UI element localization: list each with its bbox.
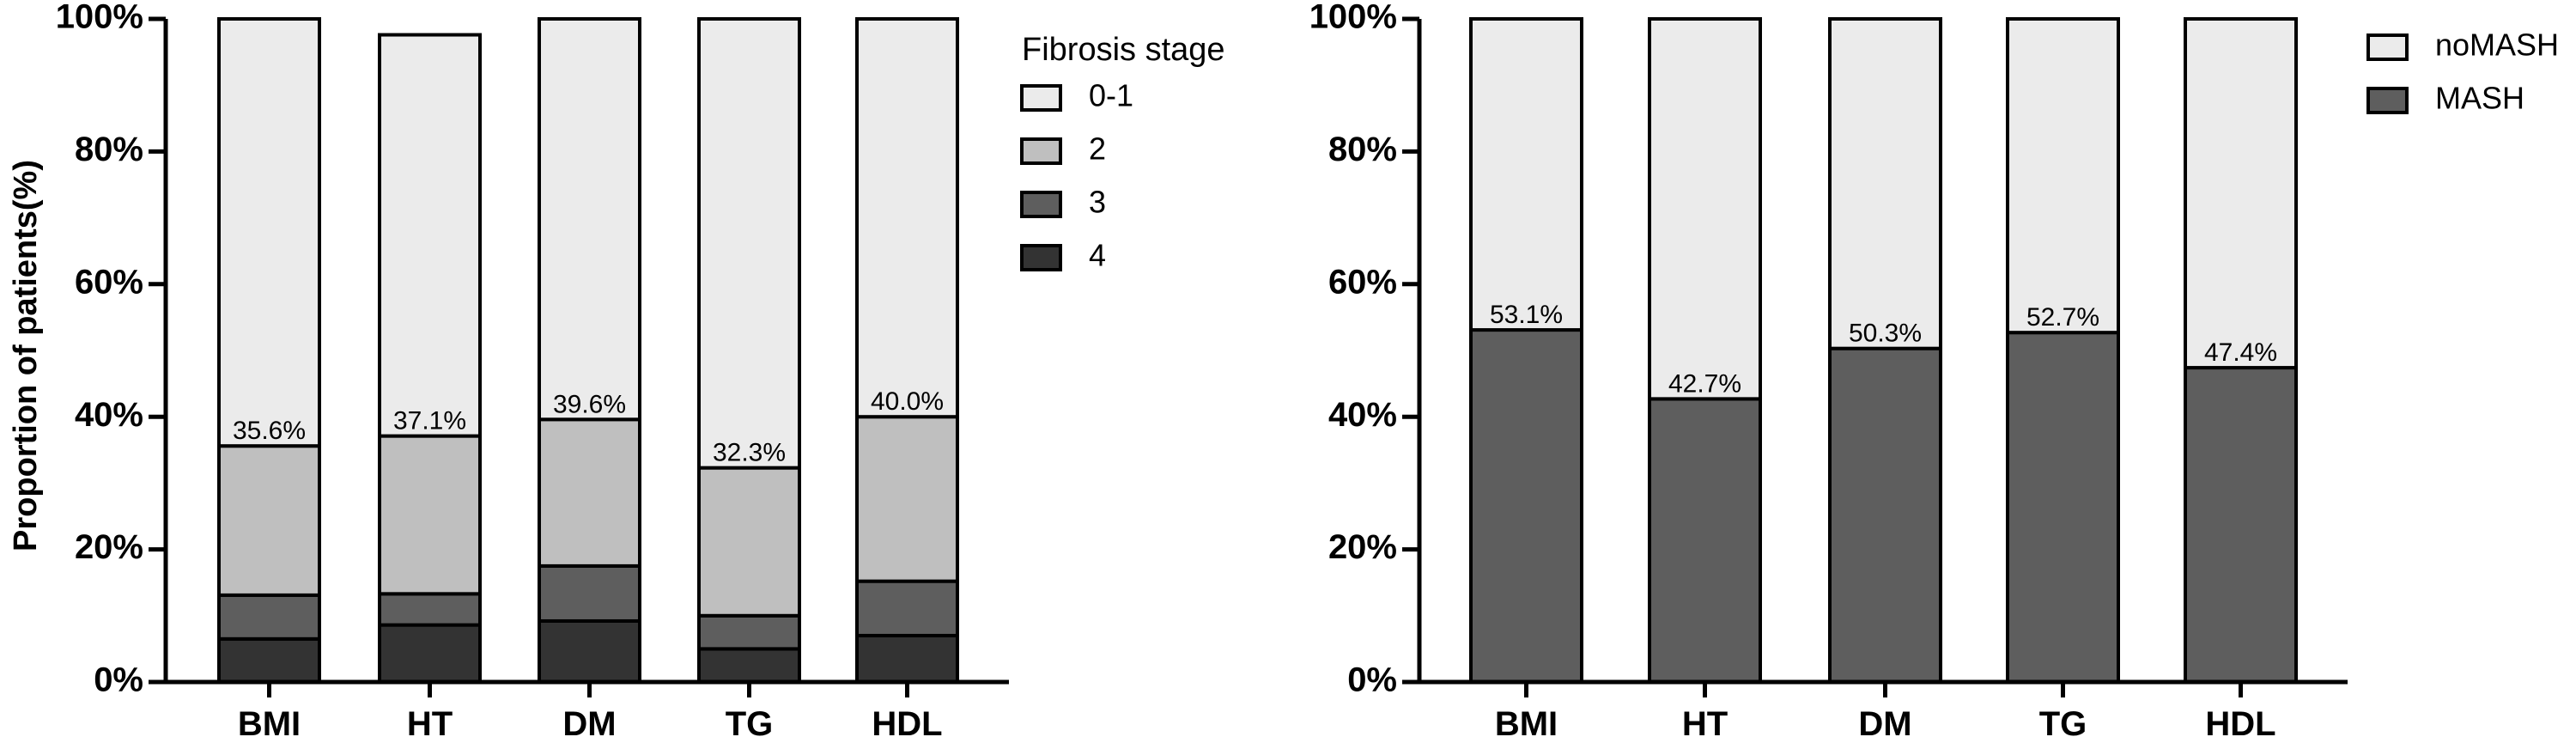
x-tick-label-tg: TG <box>726 705 774 743</box>
legend-swatch-mash <box>2366 87 2409 114</box>
x-tick-label-ht: HT <box>407 705 453 743</box>
data-label-ht: 37.1% <box>393 407 466 435</box>
bar-segment-ht-0-1 <box>378 33 482 438</box>
data-label-tg: 32.3% <box>713 439 786 467</box>
bar-segment-tg-mash <box>2006 331 2120 684</box>
bar-segment-hdl-4 <box>855 633 959 685</box>
y-tick-label: 20% <box>1328 528 1397 566</box>
bar-segment-dm-mash <box>1828 346 1942 684</box>
bar-segment-tg-3 <box>697 613 801 651</box>
bar-segment-dm-4 <box>538 618 641 684</box>
x-tick-label-hdl: HDL <box>872 705 942 743</box>
bar-segment-hdl-0-1 <box>855 17 959 419</box>
legend-title: Fibrosis stage <box>1022 32 1225 68</box>
y-tick-label: 60% <box>1328 263 1397 301</box>
y-tick-label: 20% <box>75 528 143 566</box>
data-label-bmi: 35.6% <box>233 417 306 445</box>
legend-label-nomash: noMASH <box>2435 27 2559 63</box>
x-tick-label-ht: HT <box>1682 705 1728 743</box>
y-tick-label: 100% <box>1309 0 1397 36</box>
y-tick-label: 40% <box>75 396 143 434</box>
bar-segment-bmi-nomash <box>1469 17 1583 332</box>
bar-segment-dm-2 <box>538 417 641 568</box>
legend-label-3: 3 <box>1089 185 1106 220</box>
y-tick-label: 0% <box>94 661 143 699</box>
bar-segment-bmi-2 <box>217 444 321 597</box>
data-label-hdl: 40.0% <box>871 387 944 416</box>
legend-label-4: 4 <box>1089 238 1106 273</box>
bar-segment-ht-nomash <box>1648 17 1762 401</box>
bar-segment-bmi-4 <box>217 636 321 685</box>
bar-segment-dm-nomash <box>1828 17 1942 350</box>
legend-swatch-nomash <box>2366 33 2409 61</box>
legend-swatch-3 <box>1020 191 1062 218</box>
bar-segment-tg-4 <box>697 647 801 685</box>
bar-segment-bmi-3 <box>217 593 321 641</box>
y-tick-label: 0% <box>1347 661 1397 699</box>
legend: noMASH MASH <box>2366 27 2559 116</box>
legend: Fibrosis stage 0-1 2 3 4 <box>1020 32 1225 273</box>
bar-segment-hdl-nomash <box>2184 17 2298 370</box>
legend-swatch-4 <box>1020 244 1062 271</box>
data-label-bmi: 53.1% <box>1490 301 1563 329</box>
bar-segment-tg-0-1 <box>697 17 801 470</box>
x-tick-label-dm: DM <box>562 705 616 743</box>
x-tick-label-hdl: HDL <box>2205 705 2275 743</box>
data-label-ht: 42.7% <box>1668 369 1741 398</box>
legend-label-mash: MASH <box>2435 81 2524 116</box>
x-tick-label-dm: DM <box>1858 705 1911 743</box>
bar-segment-ht-2 <box>378 434 482 596</box>
bar-segment-ht-3 <box>378 592 482 627</box>
y-tick-label: 80% <box>1328 131 1397 168</box>
bar-segment-ht-4 <box>378 623 482 684</box>
legend-label-0-1: 0-1 <box>1089 78 1133 113</box>
bar-segment-dm-0-1 <box>538 17 641 422</box>
bar-segment-bmi-mash <box>1469 328 1583 684</box>
data-label-tg: 52.7% <box>2026 303 2099 332</box>
legend-swatch-0-1 <box>1020 84 1062 112</box>
legend-label-2: 2 <box>1089 131 1106 167</box>
y-axis-title: Proportion of patients(%) <box>8 160 44 551</box>
x-tick-label-tg: TG <box>2039 705 2087 743</box>
y-tick-label: 100% <box>56 0 143 36</box>
x-tick-label-bmi: BMI <box>238 705 301 743</box>
legend-swatch-2 <box>1020 137 1062 165</box>
bar-segment-hdl-3 <box>855 579 959 637</box>
x-tick-label-bmi: BMI <box>1495 705 1558 743</box>
bar-segment-dm-3 <box>538 563 641 623</box>
bar-segment-hdl-mash <box>2184 366 2298 684</box>
bar-segment-tg-nomash <box>2006 17 2120 335</box>
y-tick-label: 40% <box>1328 396 1397 434</box>
y-tick-label: 60% <box>75 263 143 301</box>
bar-segment-bmi-0-1 <box>217 17 321 448</box>
bar-segment-hdl-2 <box>855 415 959 583</box>
bar-segment-tg-2 <box>697 466 801 618</box>
data-label-dm: 39.6% <box>553 390 626 418</box>
mash-chart: 53.1% 42.7% 50.3% 52.7% 47.4% 0% 20% 40% 60% 80% 1… <box>1309 0 2559 743</box>
fibrosis-stage-chart: Proportion of patients(%) 35.6% 37.1% 39.6… <box>8 0 1225 743</box>
data-label-hdl: 47.4% <box>2204 338 2277 367</box>
bar-segment-ht-mash <box>1648 397 1762 684</box>
data-label-dm: 50.3% <box>1849 320 1922 348</box>
y-tick-label: 80% <box>75 131 143 168</box>
